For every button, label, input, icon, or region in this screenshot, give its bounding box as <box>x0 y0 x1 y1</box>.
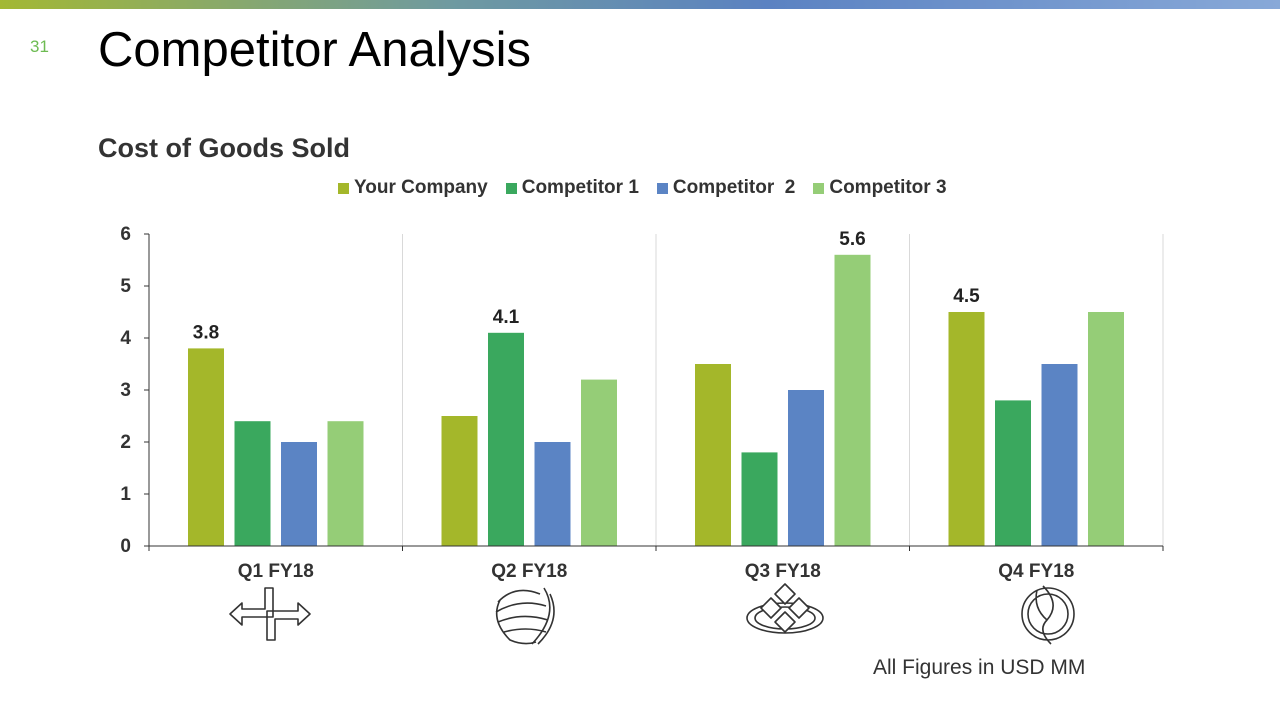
diamond-tiles-icon <box>746 583 824 634</box>
legend-label: Competitor 1 <box>521 177 639 198</box>
legend-swatch <box>813 182 825 194</box>
bar <box>188 348 224 546</box>
bar <box>327 421 364 546</box>
sphere-swirl-icon <box>495 587 555 645</box>
bar <box>741 452 778 546</box>
bar <box>281 442 317 546</box>
bar <box>695 364 731 546</box>
legend-item-your-company: Your Company <box>338 177 488 199</box>
data-label: 4.1 <box>493 307 520 328</box>
bar <box>834 254 871 547</box>
bar <box>234 421 271 546</box>
chart-legend: Your Company Competitor 1 Competitor 2 C… <box>338 177 947 199</box>
y-tick-label: 1 <box>120 484 131 505</box>
legend-item-competitor-1: Competitor 1 <box>505 177 639 199</box>
y-tick-label: 4 <box>120 328 131 349</box>
legend-swatch <box>338 182 349 194</box>
x-tick-label: Q1 FY18 <box>238 561 314 582</box>
legend-item-competitor-3: Competitor 3 <box>813 177 947 199</box>
bar <box>788 390 824 546</box>
y-tick-label: 3 <box>120 380 131 401</box>
page-title: Competitor Analysis <box>98 23 532 77</box>
bar <box>581 379 617 546</box>
top-accent-bar <box>0 0 1280 9</box>
page-number: 31 <box>30 37 49 56</box>
y-tick-label: 0 <box>120 536 131 557</box>
legend-label: Competitor 2 <box>672 177 796 198</box>
x-tick-label: Q4 FY18 <box>998 561 1074 582</box>
y-tick-label: 2 <box>120 432 131 453</box>
bar <box>1041 364 1078 546</box>
arrows-exchange-icon <box>229 587 311 641</box>
bar <box>948 312 985 546</box>
data-label: 5.6 <box>839 229 865 250</box>
bar <box>441 416 478 546</box>
bar <box>1088 312 1124 546</box>
x-tick-label: Q3 FY18 <box>745 561 821 582</box>
leaf-circle-icon <box>1021 585 1075 645</box>
data-label: 4.5 <box>953 286 980 307</box>
y-tick-label: 5 <box>120 276 131 297</box>
legend-label: Your Company <box>354 177 488 198</box>
y-tick-label: 6 <box>120 224 131 245</box>
bar <box>534 442 571 546</box>
legend-label: Competitor 3 <box>829 177 947 198</box>
bar <box>995 400 1031 546</box>
legend-swatch <box>656 182 668 194</box>
legend-item-competitor-2: Competitor 2 <box>656 177 796 199</box>
bar <box>488 332 524 546</box>
chart-title: Cost of Goods Sold <box>98 133 350 163</box>
legend-swatch <box>505 182 517 194</box>
footnote: All Figures in USD MM <box>873 656 1086 679</box>
x-tick-label: Q2 FY18 <box>491 561 567 582</box>
data-label: 3.8 <box>193 322 219 343</box>
